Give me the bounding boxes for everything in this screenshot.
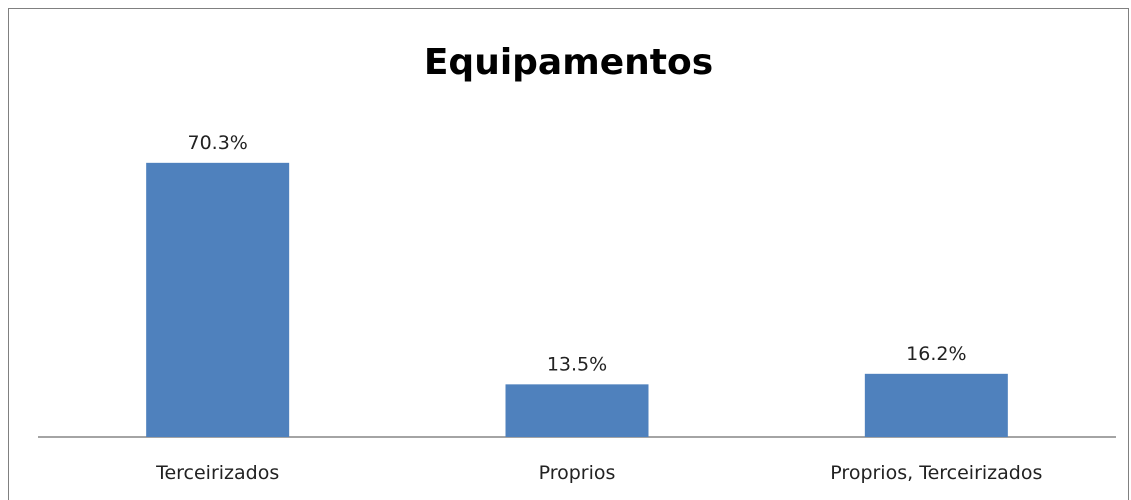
x-tick-label-2: Proprios (539, 462, 616, 484)
data-label-3: 16.2% (906, 343, 966, 365)
data-label-2: 13.5% (547, 353, 607, 375)
bar-1 (146, 162, 290, 437)
chart-title: Equipamentos (423, 42, 714, 83)
x-tick-label-1: Terceirizados (155, 462, 279, 484)
bar-2 (505, 384, 649, 437)
bar-3 (864, 373, 1008, 437)
data-label-1: 70.3% (187, 132, 247, 154)
x-tick-label-3: Proprios, Terceirizados (830, 462, 1042, 484)
